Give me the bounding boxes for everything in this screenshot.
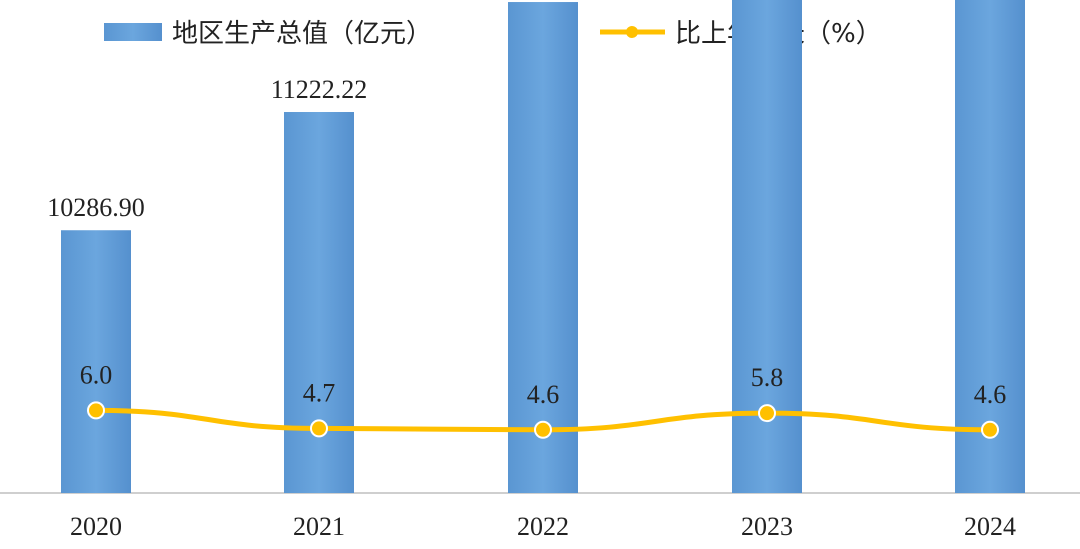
growth-value-label-2023: 5.8 [751,363,784,392]
growth-point-2022 [534,420,552,439]
growth-value-label-2022: 4.6 [527,380,560,409]
bar-value-label-2020: 10286.90 [47,193,145,222]
growth-value-labels: 6.0 4.7 4.6 5.8 4.6 [80,360,1007,408]
x-tick-2021: 2021 [293,512,345,541]
bar-2020 [61,230,131,493]
growth-value-label-2021: 4.7 [303,378,336,407]
x-tick-2020: 2020 [70,512,122,541]
bar-2022 [508,2,578,493]
bar-2024 [955,0,1025,493]
legend-bar-swatch [104,23,162,41]
legend-bar-label: 地区生产总值（亿元） [172,19,432,49]
x-tick-2023: 2023 [741,512,793,541]
legend-line-marker [626,26,638,38]
bar-value-label-2021: 11222.22 [271,75,368,104]
x-tick-2024: 2024 [964,512,1016,541]
x-axis-tick-labels: 2020 2021 2022 2023 2024 [70,512,1016,541]
growth-value-label-2024: 4.6 [974,380,1007,409]
growth-point-2020 [87,401,105,420]
x-tick-2022: 2022 [517,512,569,541]
growth-point-2021 [310,419,328,438]
bar-series [61,0,1025,494]
growth-value-label-2020: 6.0 [80,360,113,389]
growth-line-series [87,401,999,439]
growth-point-2024 [981,420,999,439]
growth-point-2023 [758,404,776,423]
